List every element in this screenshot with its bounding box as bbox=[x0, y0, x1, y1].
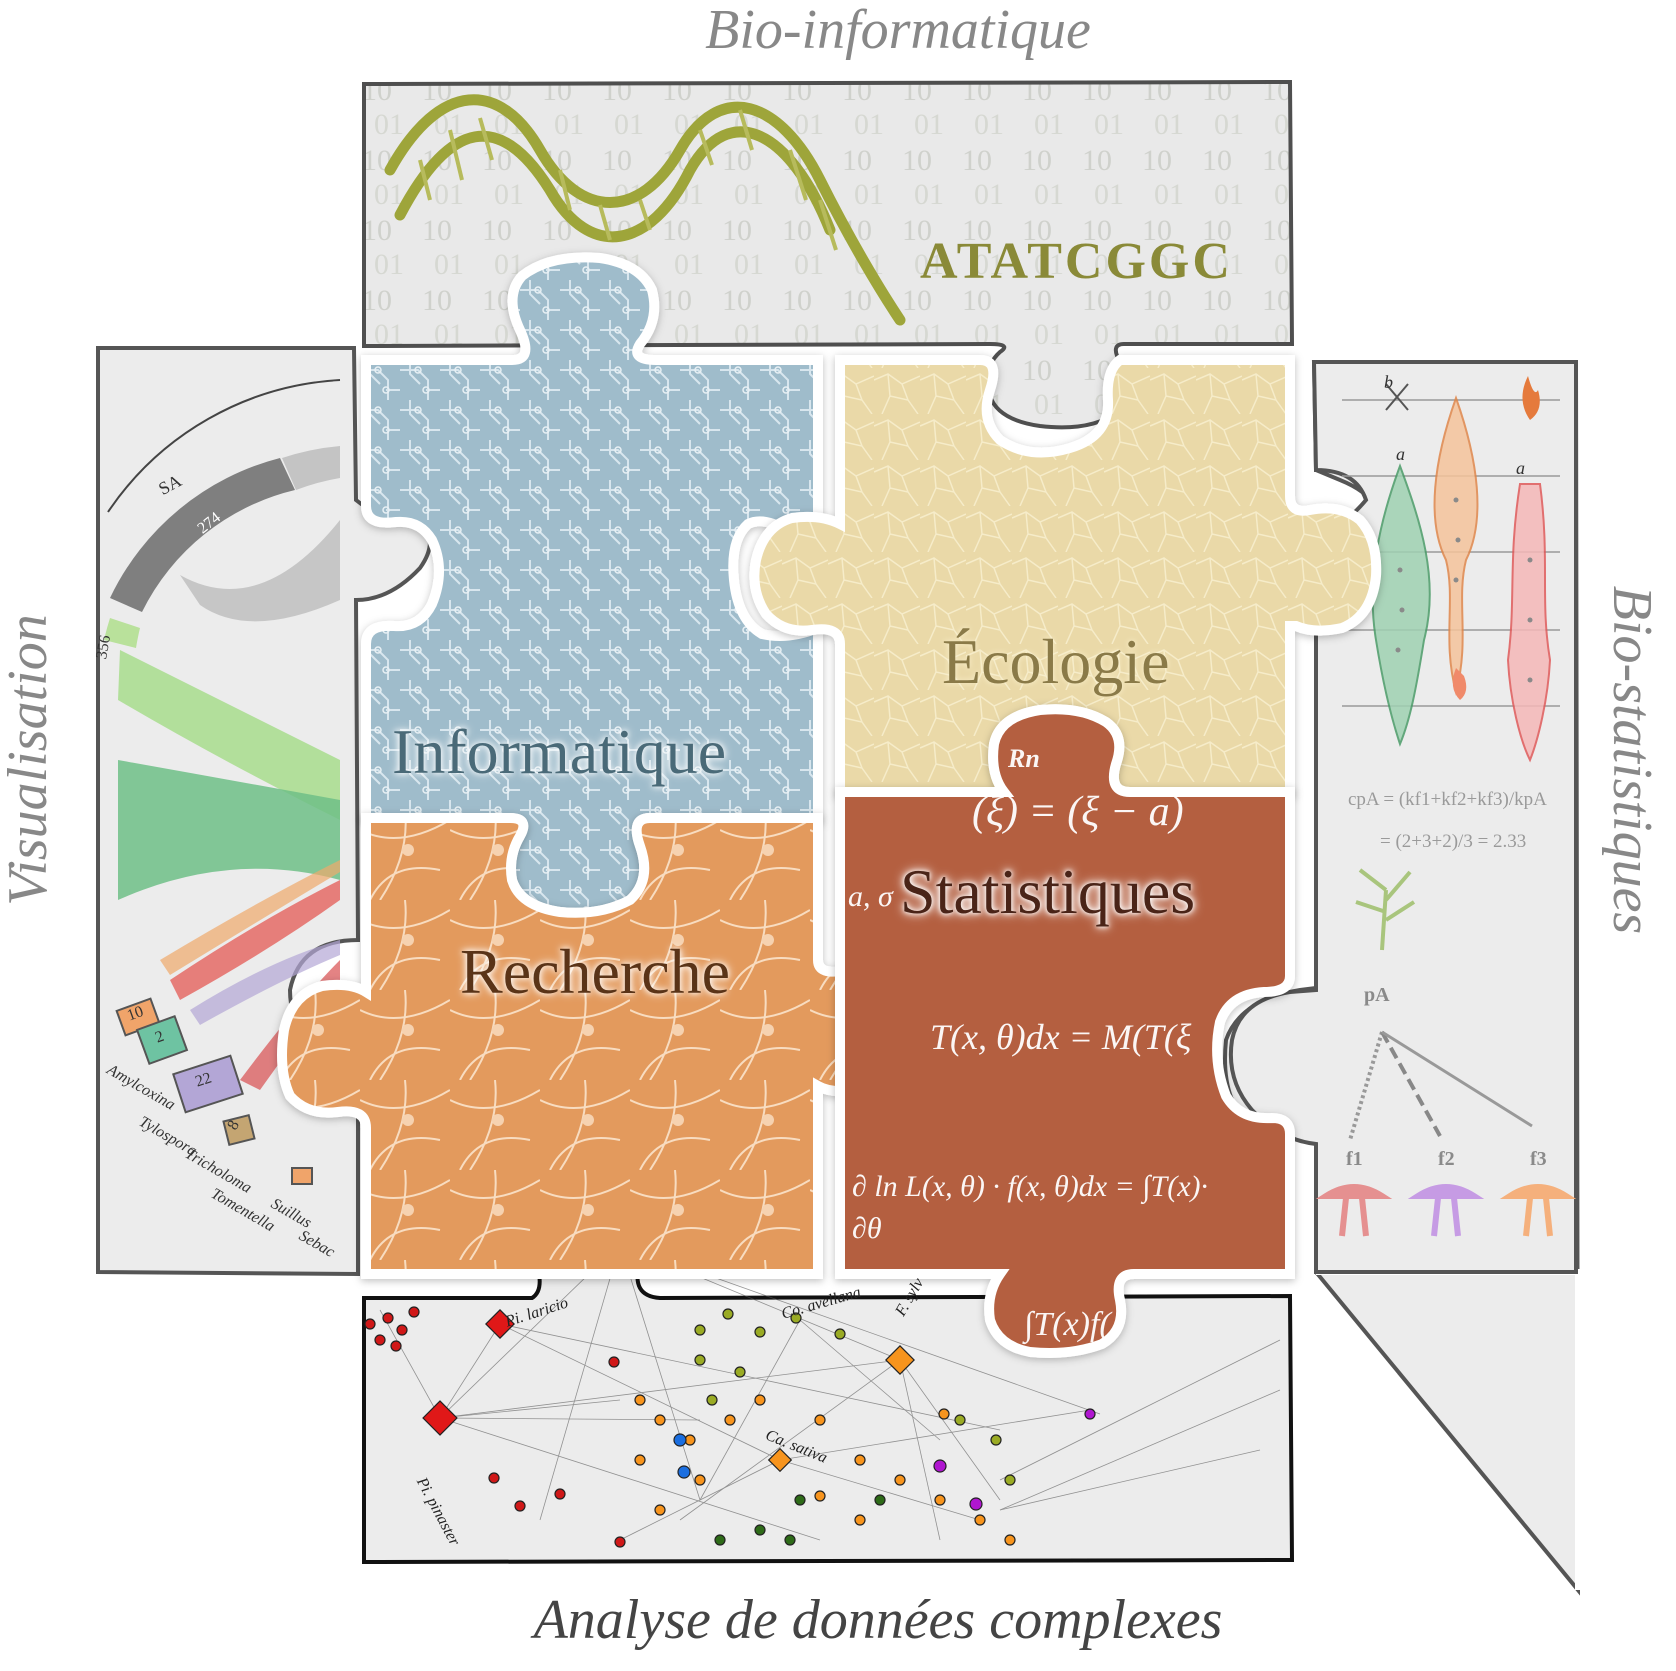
equation-dtheta: ∂θ bbox=[852, 1212, 882, 1245]
node-label-pa: pA bbox=[1364, 984, 1390, 1006]
title-bioinformatique: Bio-informatique bbox=[705, 0, 1091, 61]
equation-rn: Rn bbox=[1008, 744, 1040, 773]
formula-line-1: cpA = (kf1+kf2+kf3)/kpA bbox=[1348, 789, 1547, 810]
title-biostatistiques: Bio-statistiques bbox=[1601, 585, 1663, 935]
dna-sequence: ATATCGGC bbox=[920, 233, 1233, 290]
equation-integral: T(x, θ)dx = M(T(ξ bbox=[930, 1017, 1192, 1057]
network-nodes bbox=[364, 1229, 1096, 1548]
title-analyse: Analyse de données complexes bbox=[533, 1589, 1223, 1651]
equation-tail: ∫T(x)f( bbox=[1024, 1306, 1111, 1343]
equation-likelihood: ∂ ln L(x, θ) · f(x, θ)dx = ∫T(x)· bbox=[852, 1170, 1209, 1203]
formula-line-2: = (2+3+2)/3 = 2.33 bbox=[1380, 831, 1527, 852]
factor-tree bbox=[1315, 1030, 1577, 1237]
violin-letter-a1: a bbox=[1396, 444, 1405, 464]
factor-label-f2: f2 bbox=[1438, 1148, 1455, 1170]
label-informatique: Informatique bbox=[392, 716, 727, 787]
violin-letter-b: b bbox=[1384, 372, 1393, 392]
ecologie-piece bbox=[749, 355, 1382, 797]
title-visualisation: Visualisation bbox=[0, 614, 59, 906]
equation-sigma: a, σ bbox=[848, 880, 893, 913]
statistiques-piece bbox=[835, 704, 1295, 1358]
dna-helix-icon bbox=[384, 94, 906, 326]
label-recherche: Recherche bbox=[460, 936, 731, 1007]
plant-icon bbox=[1355, 868, 1416, 951]
equation-xi: (ξ) = (ξ − a) bbox=[972, 789, 1184, 835]
label-statistiques: Statistiques bbox=[900, 856, 1196, 927]
violin-letter-a2: a bbox=[1516, 458, 1525, 478]
factor-label-f1: f1 bbox=[1346, 1148, 1363, 1170]
label-ecologie: Écologie bbox=[942, 626, 1170, 697]
informatique-piece bbox=[361, 252, 823, 918]
factor-label-f3: f3 bbox=[1530, 1148, 1547, 1170]
violin-plots bbox=[1342, 376, 1560, 763]
